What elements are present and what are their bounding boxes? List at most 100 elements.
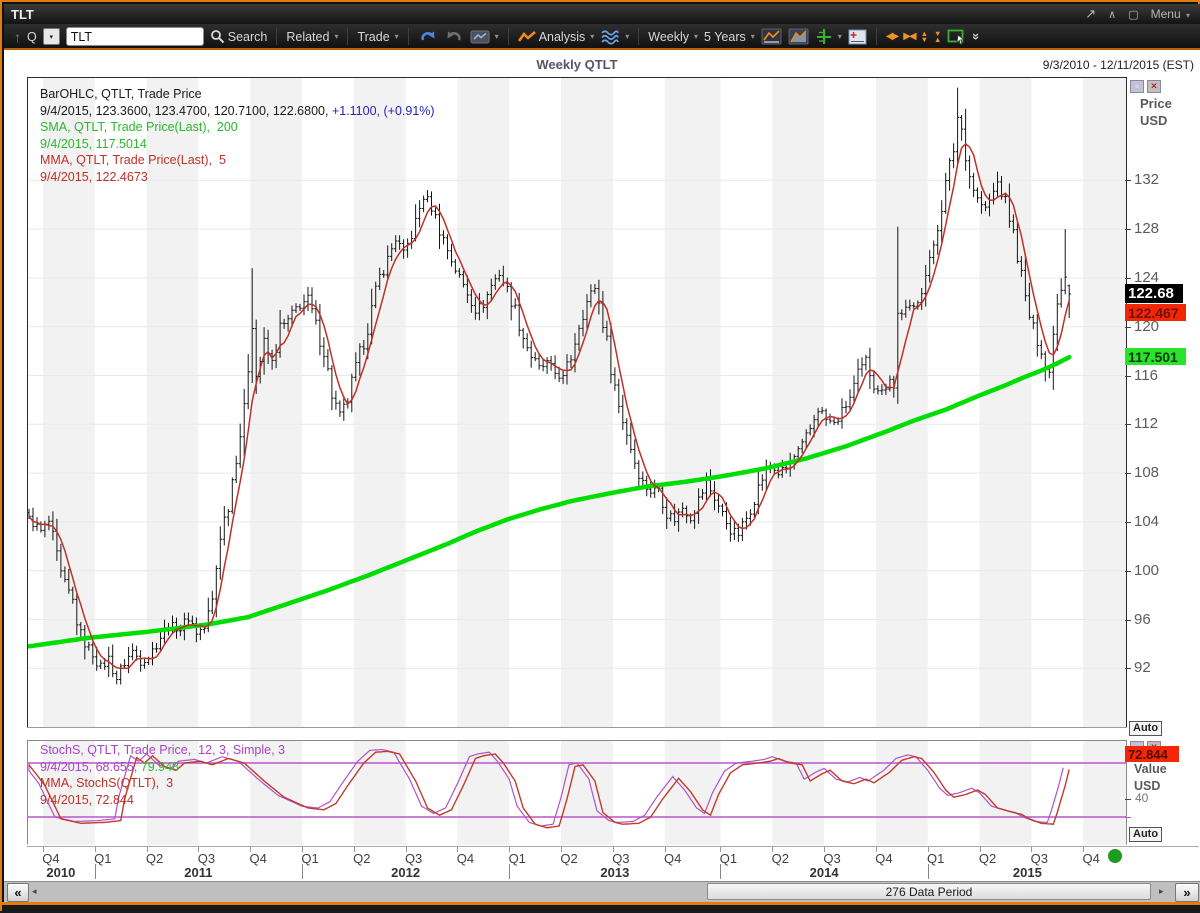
expand-horizontal-icon[interactable]: ◀▶ (885, 31, 899, 42)
price-tick-label: 128 (1134, 220, 1160, 238)
symbol-prefix: Q (27, 29, 37, 44)
price-tick-dash (1125, 473, 1131, 475)
quarter-tick (509, 847, 511, 852)
quarter-label: Q3 (197, 851, 216, 866)
divider (407, 28, 409, 45)
chart-date-range: 9/3/2010 - 12/11/2015 (EST) (1042, 58, 1194, 72)
quarter-tick (561, 847, 563, 852)
scroll-far-right-button[interactable]: » (1175, 883, 1199, 902)
related-menu[interactable]: Related ▾ (286, 29, 339, 44)
scroll-far-left-button[interactable]: « (7, 883, 29, 902)
quarter-label: Q3 (1030, 851, 1049, 866)
quarter-tick (405, 847, 407, 852)
price-tick-label: 96 (1134, 610, 1151, 628)
price-tick-label: 100 (1134, 561, 1160, 579)
panel-minimize-button[interactable]: ▫ (1130, 80, 1144, 93)
stoch-tick-dash (1125, 799, 1131, 800)
price-tick-label: 104 (1134, 512, 1160, 530)
indicators-dropdown[interactable]: ▾ (600, 29, 629, 45)
quarter-tick (772, 847, 774, 852)
divider (507, 28, 509, 45)
legend-line: 9/4/2015, 123.3600, 123.4700, 120.7100, … (40, 103, 435, 120)
menu-button[interactable]: Menu ▾ (1150, 7, 1190, 21)
analysis-zigzag-icon (517, 31, 536, 42)
add-panel-icon[interactable] (848, 29, 867, 45)
legend-line: SMA, QTLT, Trade Price(Last), 200 (40, 119, 435, 136)
mountain-chart-style-icon[interactable] (788, 28, 809, 45)
chevron-down-icon: ▾ (494, 32, 499, 41)
stoch-axis-unit: USD (1134, 779, 1161, 793)
price-tick-label: 112 (1134, 415, 1158, 433)
undo-icon[interactable] (418, 28, 438, 45)
collapse-icon[interactable]: ∧ (1108, 8, 1117, 21)
time-scrollbar[interactable]: « ◂ 276 Data Period ▸ » (4, 881, 1200, 902)
stoch-lower-ref-dash (1125, 817, 1131, 818)
quote-up-arrow-icon: ↑ (14, 28, 21, 45)
quarter-label: Q4 (456, 851, 475, 866)
price-chart-canvas[interactable] (27, 77, 1127, 728)
scrollbar-thumb[interactable]: 276 Data Period (707, 883, 1151, 900)
stoch-panel-legend: StochS, QTLT, Trade Price, 12, 3, Simple… (40, 742, 285, 808)
scale-settings-dropdown[interactable]: ▾ (815, 28, 842, 45)
price-panel-legend: BarOHLC, QTLT, Trade Price 9/4/2015, 123.… (40, 86, 435, 185)
search-button[interactable]: Search (210, 29, 267, 44)
chevron-down-icon: ▾ (394, 32, 399, 41)
quarter-tick (353, 847, 355, 852)
maximize-icon[interactable]: ▢ (1128, 8, 1139, 21)
price-tick-label: 116 (1134, 366, 1158, 384)
quarter-tick (979, 847, 981, 852)
price-tick-dash (1125, 180, 1131, 182)
price-tick-dash (1125, 619, 1131, 621)
quarter-tick (302, 847, 303, 852)
quarter-tick (146, 847, 148, 852)
quarter-label: Q4 (1082, 851, 1100, 866)
compress-vertical-icon[interactable]: ▼ ▲ (934, 29, 942, 44)
chevron-down-icon: ▾ (837, 32, 842, 41)
quarter-label: Q4 (875, 851, 893, 866)
price-tick-dash (1125, 375, 1131, 377)
quarter-label: Q2 (978, 851, 997, 866)
price-tick-dash (1125, 668, 1131, 670)
quarter-label: Q4 (42, 851, 60, 866)
symbol-type-dropdown[interactable]: ▾ (42, 28, 60, 45)
quarter-label: Q3 (612, 851, 630, 866)
panel-close-button[interactable]: ✕ (1147, 80, 1161, 93)
range-menu[interactable]: 5 Years ▾ (704, 29, 755, 44)
legend-segment: 79.948 (140, 759, 180, 774)
redo-icon[interactable] (444, 28, 464, 45)
period-menu[interactable]: Weekly ▾ (648, 29, 699, 44)
symbol-input[interactable] (65, 27, 204, 46)
stoch-axis-auto-button[interactable]: Auto (1129, 827, 1163, 842)
scroll-left-arrow[interactable]: ◂ (32, 886, 37, 896)
quarter-label: Q2 (353, 851, 371, 866)
data-status-dot (1108, 849, 1122, 863)
mma-price-badge: 122.467 (1125, 304, 1186, 321)
toolbar-overflow-icon[interactable]: » (969, 32, 985, 41)
zoom-select-icon[interactable] (947, 29, 967, 45)
year-separator (927, 864, 929, 879)
popout-icon[interactable]: ↗ (1085, 6, 1097, 21)
stochastic-chart-canvas[interactable] (27, 740, 1127, 845)
legend-segment: 9/4/2015, 123.3600, 123.4700, 120.7100, … (40, 103, 332, 118)
compress-horizontal-icon[interactable]: ▶◀ (903, 31, 916, 42)
analysis-menu[interactable]: Analysis ▾ (517, 30, 594, 44)
legend-line: MMA, QTLT, Trade Price(Last), 5 (40, 152, 435, 169)
main-toolbar: ↑ Q ▾ Search Related▾ Trade▾ ▾ Analysis … (4, 24, 1200, 49)
legend-segment: +1.1100, (+0.91%) (331, 103, 435, 118)
title-bar: TLT ↗ ∧ ▢ Menu ▾ (4, 4, 1200, 24)
window-shadow (2, 905, 1200, 913)
quarter-tick (42, 847, 44, 852)
price-tick-label: 108 (1134, 464, 1160, 482)
quarter-tick (198, 847, 200, 852)
trade-menu[interactable]: Trade ▾ (357, 29, 399, 44)
saved-charts-dropdown[interactable]: ▾ (470, 29, 499, 44)
line-chart-style-icon[interactable] (761, 28, 782, 45)
price-tick-dash (1125, 570, 1131, 572)
divider (638, 28, 640, 45)
price-axis-auto-button[interactable]: Auto (1129, 721, 1163, 736)
expand-vertical-icon[interactable]: ▲ ▼ (920, 29, 929, 44)
legend-line: StochS, QTLT, Trade Price, 12, 3, Simple… (40, 742, 285, 759)
quarter-label: Q1 (94, 851, 112, 866)
price-tick-label: 92 (1134, 659, 1151, 677)
scroll-right-arrow[interactable]: ▸ (1159, 886, 1164, 896)
